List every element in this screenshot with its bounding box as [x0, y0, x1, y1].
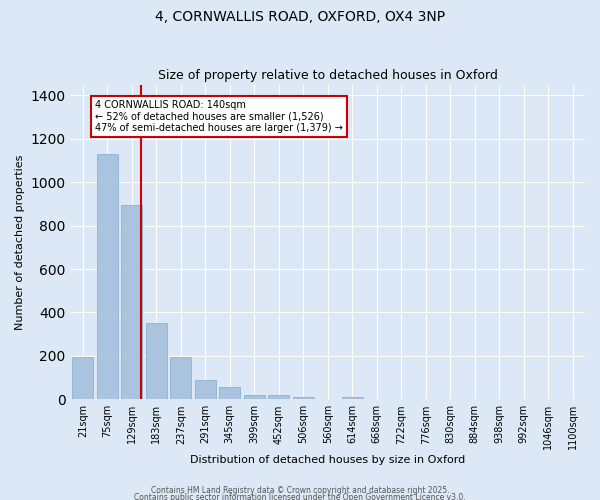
- Text: 4 CORNWALLIS ROAD: 140sqm
← 52% of detached houses are smaller (1,526)
47% of se: 4 CORNWALLIS ROAD: 140sqm ← 52% of detac…: [95, 100, 343, 133]
- Title: Size of property relative to detached houses in Oxford: Size of property relative to detached ho…: [158, 69, 498, 82]
- Y-axis label: Number of detached properties: Number of detached properties: [15, 154, 25, 330]
- X-axis label: Distribution of detached houses by size in Oxford: Distribution of detached houses by size …: [190, 455, 466, 465]
- Bar: [220, 388, 240, 400]
- Bar: [73, 357, 93, 400]
- Bar: [121, 205, 142, 400]
- Bar: [244, 395, 265, 400]
- Bar: [342, 396, 362, 400]
- Bar: [195, 380, 215, 400]
- Bar: [97, 154, 118, 400]
- Bar: [268, 395, 289, 400]
- Bar: [146, 324, 167, 400]
- Bar: [170, 357, 191, 400]
- Text: Contains HM Land Registry data © Crown copyright and database right 2025.: Contains HM Land Registry data © Crown c…: [151, 486, 449, 495]
- Bar: [293, 396, 314, 400]
- Text: Contains public sector information licensed under the Open Government Licence v3: Contains public sector information licen…: [134, 494, 466, 500]
- Text: 4, CORNWALLIS ROAD, OXFORD, OX4 3NP: 4, CORNWALLIS ROAD, OXFORD, OX4 3NP: [155, 10, 445, 24]
